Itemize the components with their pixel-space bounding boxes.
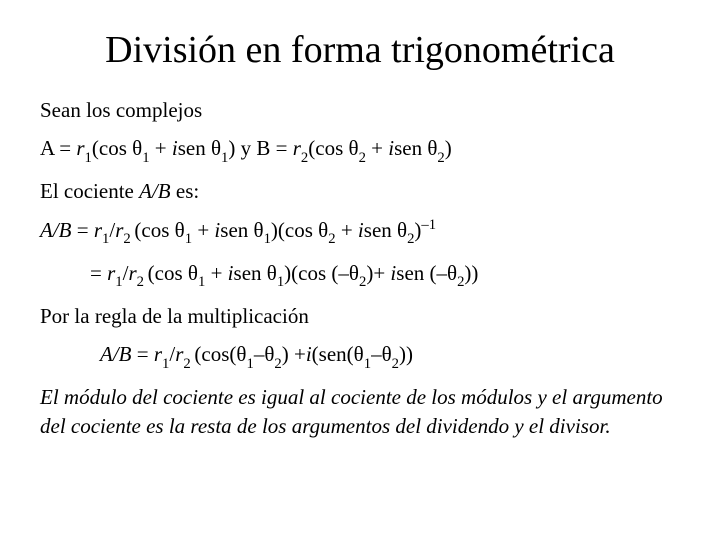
ab3: A/B bbox=[100, 342, 132, 366]
i7: i bbox=[306, 342, 312, 366]
sub-1b: 1 bbox=[142, 150, 149, 166]
lp4: ( bbox=[278, 218, 285, 242]
s2g: 2 bbox=[183, 356, 194, 372]
sen3: sen bbox=[220, 218, 248, 242]
ab2: A/B bbox=[40, 218, 72, 242]
th6: θ bbox=[254, 218, 264, 242]
eq3: = bbox=[132, 342, 154, 366]
theta2: θ bbox=[211, 136, 221, 160]
th11: θ bbox=[349, 261, 359, 285]
slide: División en forma trigonométrica Sean lo… bbox=[0, 0, 720, 470]
ab: A/B bbox=[139, 179, 171, 203]
s2h: 2 bbox=[274, 356, 281, 372]
sub-1c: 1 bbox=[221, 150, 228, 166]
th16: θ bbox=[382, 342, 392, 366]
th10: θ bbox=[267, 261, 277, 285]
rp: ) bbox=[445, 136, 452, 160]
th5: θ bbox=[175, 218, 185, 242]
plus4: + bbox=[336, 218, 358, 242]
s1i: 1 bbox=[364, 356, 371, 372]
rule-line: Por la regla de la multiplicación bbox=[40, 302, 680, 330]
cos6: cos bbox=[298, 261, 326, 285]
plus2: + bbox=[366, 136, 388, 160]
q-label: El cociente bbox=[40, 179, 139, 203]
s1f: 1 bbox=[277, 274, 284, 290]
quotient-line-1: A/B = r1/r2 (cos θ1 + isen θ1)(cos θ2 + … bbox=[40, 216, 680, 249]
plus: + bbox=[150, 136, 172, 160]
neg1: – bbox=[338, 261, 349, 285]
cos5: cos bbox=[155, 261, 183, 285]
s2d: 2 bbox=[137, 274, 148, 290]
conclusion-line: El módulo del cociente es igual al cocie… bbox=[40, 383, 680, 440]
eq: = bbox=[72, 218, 94, 242]
th9: θ bbox=[188, 261, 198, 285]
plus5: + bbox=[205, 261, 227, 285]
intro-line: Sean los complejos bbox=[40, 96, 680, 124]
def-a-pre: A = bbox=[40, 136, 76, 160]
slide-title: División en forma trigonométrica bbox=[40, 28, 680, 72]
rp3: ) bbox=[271, 218, 278, 242]
sub-2: 2 bbox=[301, 150, 308, 166]
quotient-intro: El cociente A/B es: bbox=[40, 177, 680, 205]
definition-line: A = r1(cos θ1 + isen θ1) y B = r2(cos θ2… bbox=[40, 134, 680, 167]
th13: θ bbox=[236, 342, 246, 366]
neg3: – bbox=[254, 342, 265, 366]
cos4: cos bbox=[285, 218, 313, 242]
th14: θ bbox=[264, 342, 274, 366]
s1: 1 bbox=[102, 231, 109, 247]
th12: θ bbox=[447, 261, 457, 285]
def-a-post: ) y B = bbox=[228, 136, 292, 160]
s2i: 2 bbox=[392, 356, 399, 372]
s1c: 1 bbox=[264, 231, 271, 247]
s2f: 2 bbox=[457, 274, 464, 290]
cos3: cos bbox=[141, 218, 169, 242]
quotient-line-2: = r1/r2 (cos θ1 + isen θ1)(cos (–θ2)+ is… bbox=[90, 259, 680, 292]
s2b: 2 bbox=[328, 231, 335, 247]
neg2: – bbox=[437, 261, 448, 285]
sen: sen bbox=[178, 136, 206, 160]
s2e: 2 bbox=[359, 274, 366, 290]
s1h: 1 bbox=[246, 356, 253, 372]
cos2: cos bbox=[315, 136, 343, 160]
th7: θ bbox=[318, 218, 328, 242]
r1: r bbox=[94, 218, 102, 242]
s2c: 2 bbox=[407, 231, 414, 247]
sub-2c: 2 bbox=[437, 150, 444, 166]
s1b: 1 bbox=[185, 231, 192, 247]
plus3: + bbox=[192, 218, 214, 242]
sen6: sen bbox=[396, 261, 424, 285]
r1c: r bbox=[154, 342, 162, 366]
result-line: A/B = r1/r2 (cos(θ1–θ2) +i(sen(θ1–θ2)) bbox=[100, 340, 680, 373]
lp: ( bbox=[92, 136, 99, 160]
sub-2b: 2 bbox=[359, 150, 366, 166]
sen2: sen bbox=[394, 136, 422, 160]
s1g: 1 bbox=[162, 356, 169, 372]
theta4: θ bbox=[427, 136, 437, 160]
q-suffix: es: bbox=[171, 179, 200, 203]
neg4: – bbox=[371, 342, 382, 366]
lp5: ( bbox=[148, 261, 155, 285]
th15: θ bbox=[354, 342, 364, 366]
sen5: sen bbox=[234, 261, 262, 285]
sen7: sen bbox=[319, 342, 347, 366]
r-sym: r bbox=[76, 136, 84, 160]
eq2: = bbox=[90, 261, 107, 285]
cos: cos bbox=[99, 136, 127, 160]
s2: 2 bbox=[123, 231, 134, 247]
theta: θ bbox=[132, 136, 142, 160]
s1d: 1 bbox=[115, 274, 122, 290]
th8: θ bbox=[397, 218, 407, 242]
sen4: sen bbox=[364, 218, 392, 242]
s1e: 1 bbox=[198, 274, 205, 290]
rp6: ) bbox=[471, 261, 478, 285]
sub-1: 1 bbox=[85, 150, 92, 166]
exp-neg1: –1 bbox=[421, 217, 436, 233]
cos7: cos bbox=[201, 342, 229, 366]
r2b: r bbox=[128, 261, 136, 285]
r-sym2: r bbox=[293, 136, 301, 160]
theta3: θ bbox=[349, 136, 359, 160]
